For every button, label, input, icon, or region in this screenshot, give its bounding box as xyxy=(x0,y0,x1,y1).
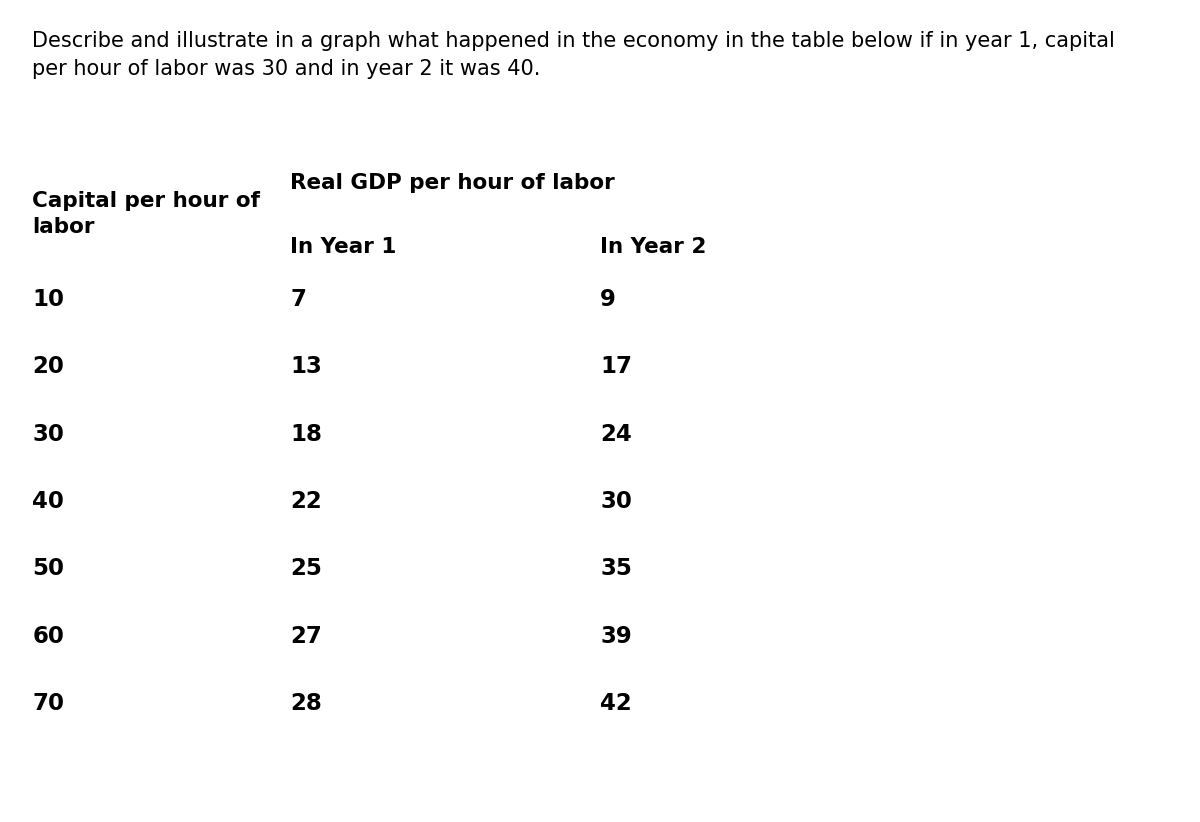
Text: 27: 27 xyxy=(290,625,323,648)
Text: 17: 17 xyxy=(600,355,632,378)
Text: 70: 70 xyxy=(32,692,65,715)
Text: per hour of labor was 30 and in year 2 it was 40.: per hour of labor was 30 and in year 2 i… xyxy=(32,59,541,79)
Text: 18: 18 xyxy=(290,423,323,446)
Text: 22: 22 xyxy=(290,490,322,513)
Text: labor: labor xyxy=(32,217,95,237)
Text: Capital per hour of: Capital per hour of xyxy=(32,191,260,210)
Text: 25: 25 xyxy=(290,557,323,580)
Text: 7: 7 xyxy=(290,288,306,311)
Text: 20: 20 xyxy=(32,355,65,378)
Text: 39: 39 xyxy=(600,625,631,648)
Text: 30: 30 xyxy=(600,490,632,513)
Text: 13: 13 xyxy=(290,355,323,378)
Text: Real GDP per hour of labor: Real GDP per hour of labor xyxy=(290,173,616,192)
Text: 35: 35 xyxy=(600,557,632,580)
Text: 24: 24 xyxy=(600,423,631,446)
Text: In Year 2: In Year 2 xyxy=(600,237,707,256)
Text: 60: 60 xyxy=(32,625,65,648)
Text: 40: 40 xyxy=(32,490,65,513)
Text: 28: 28 xyxy=(290,692,322,715)
Text: Describe and illustrate in a graph what happened in the economy in the table bel: Describe and illustrate in a graph what … xyxy=(32,31,1115,51)
Text: 30: 30 xyxy=(32,423,65,446)
Text: 10: 10 xyxy=(32,288,65,311)
Text: In Year 1: In Year 1 xyxy=(290,237,397,256)
Text: 42: 42 xyxy=(600,692,631,715)
Text: 50: 50 xyxy=(32,557,65,580)
Text: 9: 9 xyxy=(600,288,616,311)
